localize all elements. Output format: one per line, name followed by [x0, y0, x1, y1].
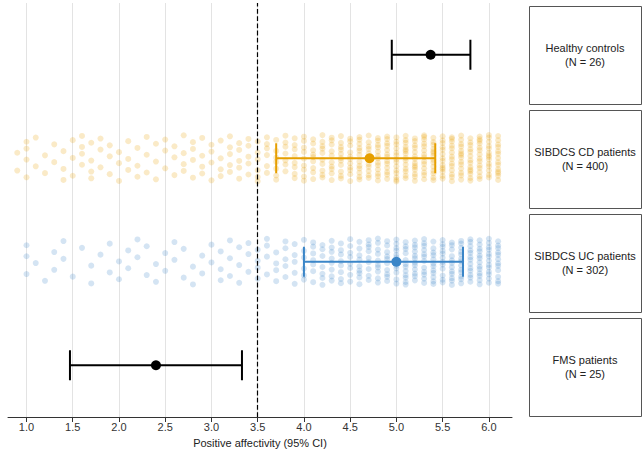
svg-text:3.0: 3.0 — [204, 421, 219, 433]
svg-text:(N = 25): (N = 25) — [565, 368, 605, 380]
svg-text:SIBDCS UC patients: SIBDCS UC patients — [534, 250, 636, 262]
svg-text:Healthy controls: Healthy controls — [546, 42, 625, 54]
svg-text:4.5: 4.5 — [343, 421, 358, 433]
svg-text:FMS patients: FMS patients — [553, 354, 618, 366]
svg-text:6.0: 6.0 — [481, 421, 496, 433]
svg-text:4.0: 4.0 — [296, 421, 311, 433]
svg-text:3.5: 3.5 — [250, 421, 265, 433]
svg-text:1.0: 1.0 — [19, 421, 34, 433]
svg-text:5.0: 5.0 — [389, 421, 404, 433]
svg-text:SIBDCS CD patients: SIBDCS CD patients — [534, 146, 636, 158]
svg-text:2.0: 2.0 — [111, 421, 126, 433]
svg-text:1.5: 1.5 — [65, 421, 80, 433]
svg-text:(N = 26): (N = 26) — [565, 56, 605, 68]
svg-text:5.5: 5.5 — [435, 421, 450, 433]
svg-text:Positive affectivity (95% CI): Positive affectivity (95% CI) — [193, 437, 327, 449]
svg-text:(N = 400): (N = 400) — [562, 160, 608, 172]
svg-text:(N = 302): (N = 302) — [562, 264, 608, 276]
svg-text:2.5: 2.5 — [158, 421, 173, 433]
